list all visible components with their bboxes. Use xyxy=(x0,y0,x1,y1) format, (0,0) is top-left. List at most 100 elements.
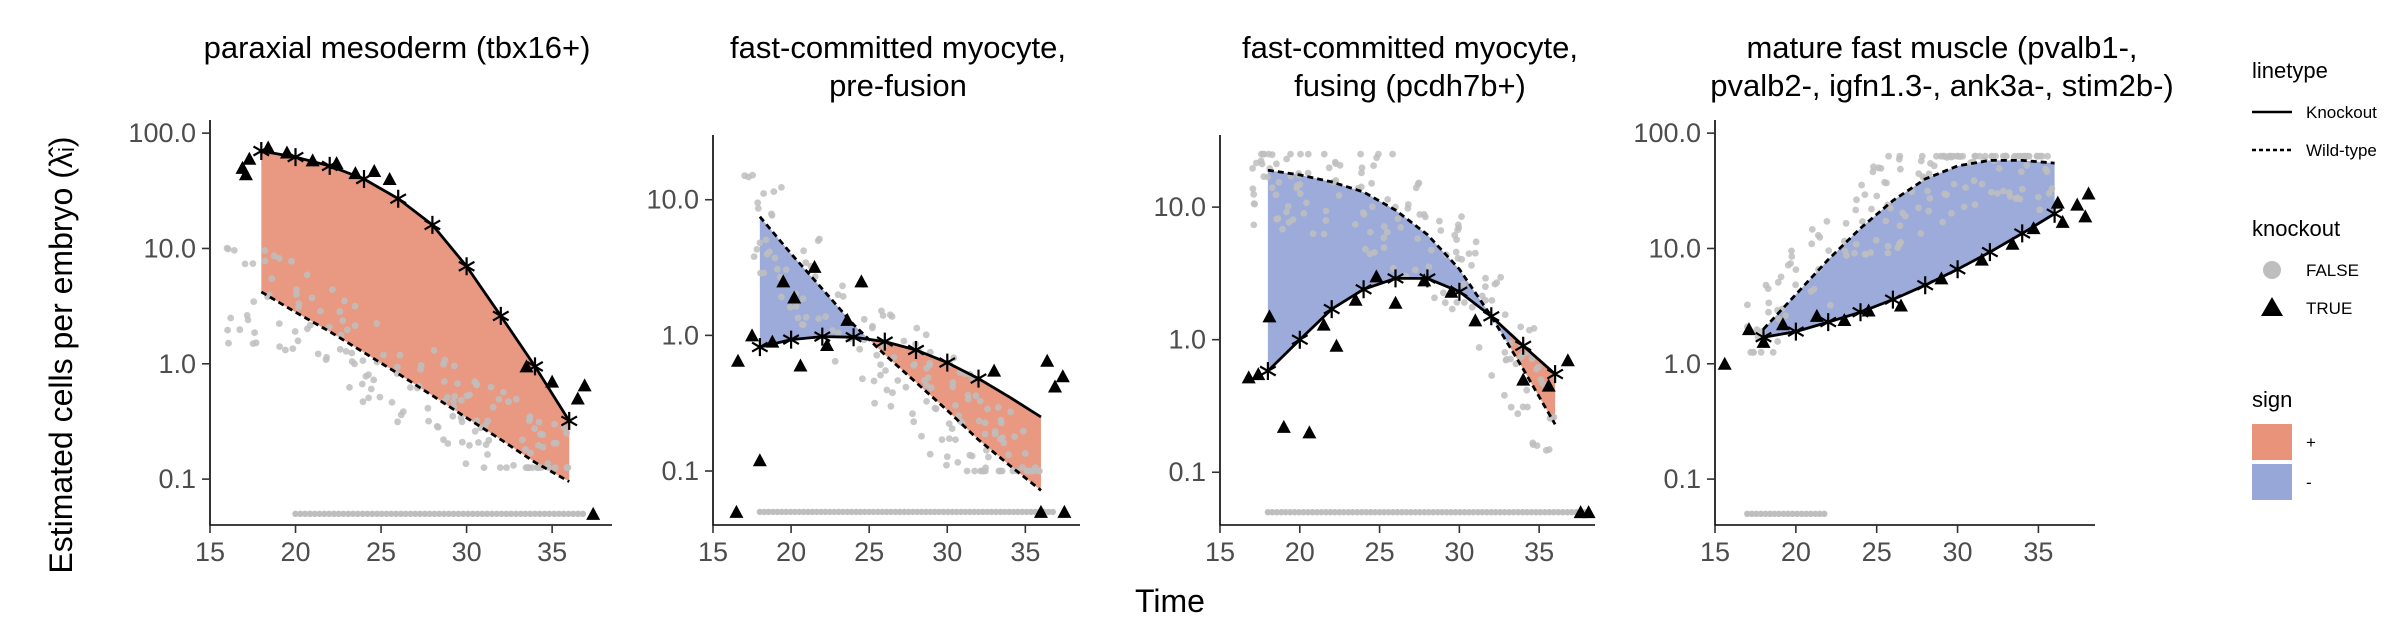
ko-point xyxy=(854,274,869,288)
wt-point xyxy=(1454,221,1462,229)
wt-point xyxy=(778,184,785,191)
wt-point xyxy=(2034,193,2042,201)
wt-zero-point xyxy=(527,510,534,517)
wt-point xyxy=(745,173,752,181)
ko-point xyxy=(1388,295,1403,309)
wt-point xyxy=(1859,218,1866,225)
wt-zero-point xyxy=(1532,509,1540,516)
wt-zero-point xyxy=(1430,509,1437,516)
wt-zero-point xyxy=(560,510,567,517)
wt-point xyxy=(343,326,351,334)
wt-point xyxy=(2045,190,2053,197)
wt-point xyxy=(1304,169,1312,177)
wt-point xyxy=(1926,195,1934,202)
wt-point xyxy=(563,429,571,437)
wt-zero-point xyxy=(1443,509,1450,516)
wt-point xyxy=(1431,294,1438,302)
wt-point xyxy=(244,316,252,324)
wt-zero-point xyxy=(1376,509,1383,516)
wt-point xyxy=(1007,408,1014,416)
wt-point xyxy=(955,412,963,419)
wt-point xyxy=(1437,227,1445,234)
wt-point xyxy=(1816,234,1824,241)
wt-zero-point xyxy=(791,508,798,516)
wt-point xyxy=(475,439,482,446)
ko-point xyxy=(820,337,835,351)
wt-point xyxy=(407,384,414,391)
wt-point xyxy=(1472,238,1480,246)
wt-point xyxy=(1868,205,1875,213)
wt-zero-point xyxy=(1753,510,1760,517)
wt-point xyxy=(927,384,935,392)
wt-zero-point xyxy=(1492,509,1499,516)
wt-zero-point xyxy=(479,510,486,517)
knockout-asterisk xyxy=(845,328,862,347)
wt-zero-point xyxy=(970,508,978,516)
wt-point xyxy=(871,399,878,407)
ko-point xyxy=(765,334,780,348)
wt-zero-point xyxy=(565,510,572,517)
knockout-asterisk xyxy=(560,411,578,430)
wt-point xyxy=(774,265,781,273)
wt-point xyxy=(261,247,269,254)
wt-zero-point xyxy=(301,510,309,517)
wt-point xyxy=(425,417,432,425)
x-tick-label: 25 xyxy=(1862,537,1892,567)
legend-sign: sign + - xyxy=(2252,387,2316,500)
wt-point xyxy=(1787,260,1794,267)
y-tick-label: 1.0 xyxy=(1663,349,1701,379)
knockout-asterisk xyxy=(751,338,769,357)
knockout-asterisk xyxy=(1323,300,1341,319)
x-tick-label: 30 xyxy=(1943,537,1973,567)
wt-point xyxy=(323,353,330,361)
ko-point xyxy=(1516,372,1531,386)
knockout-asterisk xyxy=(1884,290,1902,309)
ko-point xyxy=(987,363,1002,377)
ko-point xyxy=(2078,209,2093,223)
wt-point xyxy=(1309,230,1317,238)
legend-knockout-false: FALSE xyxy=(2306,261,2359,280)
wt-zero-point xyxy=(1309,509,1316,516)
wt-point xyxy=(1523,386,1531,394)
wt-point xyxy=(288,257,295,265)
wt-point xyxy=(1765,308,1772,316)
wt-point xyxy=(938,436,946,443)
wt-point xyxy=(762,236,770,244)
wt-point xyxy=(859,375,866,383)
wt-point xyxy=(1380,234,1388,242)
wt-zero-point xyxy=(1385,509,1392,516)
wt-zero-point xyxy=(1510,509,1517,516)
wt-zero-point xyxy=(927,508,934,516)
x-tick-label: 35 xyxy=(1010,537,1040,567)
wt-point xyxy=(1539,380,1547,387)
ko-point xyxy=(367,163,382,177)
wt-point xyxy=(1465,250,1473,257)
wt-point xyxy=(370,376,378,384)
wt-zero-point xyxy=(1798,510,1805,517)
x-tick-label: 20 xyxy=(1285,537,1315,567)
wt-point xyxy=(1503,356,1511,363)
wt-point xyxy=(1272,191,1280,199)
wt-point xyxy=(348,349,356,357)
wt-zero-point xyxy=(570,510,577,517)
panel-4: mature fast muscle (pvalb1-, pvalb2-, igf… xyxy=(1633,30,2173,567)
wt-point xyxy=(1325,164,1333,172)
ko-point xyxy=(807,259,822,273)
wt-zero-point xyxy=(1550,509,1558,516)
wt-point xyxy=(487,383,495,391)
ko-point xyxy=(793,358,808,372)
x-tick-label: 35 xyxy=(1524,537,1554,567)
wt-point xyxy=(1421,213,1429,221)
wt-point xyxy=(2017,168,2025,176)
y-tick-label: 10.0 xyxy=(646,185,699,215)
ko-point xyxy=(1934,271,1949,285)
wt-zero-point xyxy=(992,508,1000,516)
ko-point xyxy=(1251,367,1266,381)
wt-point xyxy=(466,442,473,449)
wt-point xyxy=(365,371,372,379)
wt-point xyxy=(1858,181,1865,189)
wt-point xyxy=(1293,182,1301,190)
legend-sign-minus: - xyxy=(2306,473,2312,492)
wt-point xyxy=(835,329,842,337)
wt-point xyxy=(782,266,790,273)
